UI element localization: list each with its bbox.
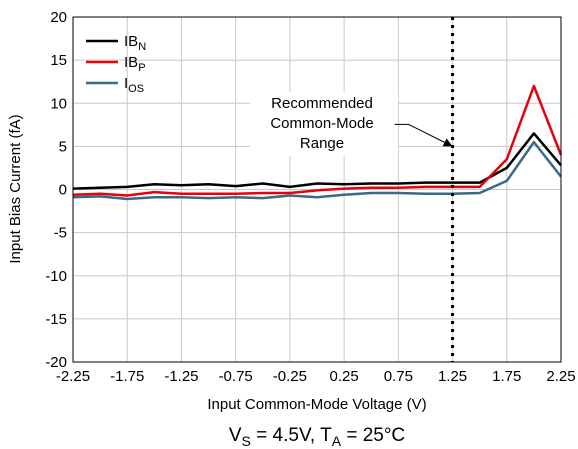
legend-label-ibp: IBP	[124, 54, 146, 74]
conditions-caption: VS = 4.5V, TA = 25°C	[229, 425, 405, 449]
plot-border	[72, 16, 562, 363]
annotation-box	[250, 92, 398, 156]
x-tick-label: -0.25	[273, 368, 307, 385]
annotation-line-1: Recommended	[271, 95, 373, 112]
series-lines	[72, 84, 563, 201]
y-tick-label: -10	[45, 268, 67, 285]
annotation-line-3: Range	[300, 135, 344, 152]
legend-label-ios: IOS	[124, 75, 144, 95]
x-tick-label: -1.25	[164, 368, 198, 385]
annotation-line-2: Common-Mode	[270, 115, 373, 132]
y-tick-label: 5	[59, 138, 67, 155]
x-tick-label: 2.25	[546, 368, 575, 385]
legend-label-ibn: IBN	[124, 33, 146, 53]
x-tick-labels: -2.25 -1.75 -1.25 -0.75 -0.25 0.25 0.75 1.25 1.7…	[56, 368, 576, 385]
series-line-ib-n	[72, 132, 562, 190]
annotation: Recommended Common-Mode Range	[250, 92, 453, 156]
annotation-arrow	[394, 123, 453, 147]
legend: IBN IBP IOS	[86, 33, 146, 95]
y-tick-label: 20	[50, 9, 67, 26]
y-tick-label: -15	[45, 311, 67, 328]
x-tick-label: -1.75	[110, 368, 144, 385]
series-line-i-os	[72, 140, 562, 201]
y-tick-label: 10	[50, 95, 67, 112]
x-tick-label: -2.25	[56, 368, 90, 385]
y-tick-label: -20	[45, 354, 67, 371]
x-tick-label: 0.25	[330, 368, 359, 385]
x-tick-label: -0.75	[219, 368, 253, 385]
y-tick-label: 0	[59, 182, 67, 199]
series-line-ib-p	[72, 84, 563, 197]
y-tick-label: 15	[50, 52, 67, 69]
y-axis-title: Input Bias Current (fA)	[7, 114, 24, 263]
y-tick-labels: 20 15 10 5 0 -5 -10 -15 -20	[45, 9, 67, 371]
x-tick-label: 0.75	[384, 368, 413, 385]
x-tick-label: 1.75	[492, 368, 521, 385]
x-axis-title: Input Common-Mode Voltage (V)	[207, 396, 426, 413]
y-tick-label: -5	[54, 225, 67, 242]
x-tick-label: 1.25	[438, 368, 467, 385]
